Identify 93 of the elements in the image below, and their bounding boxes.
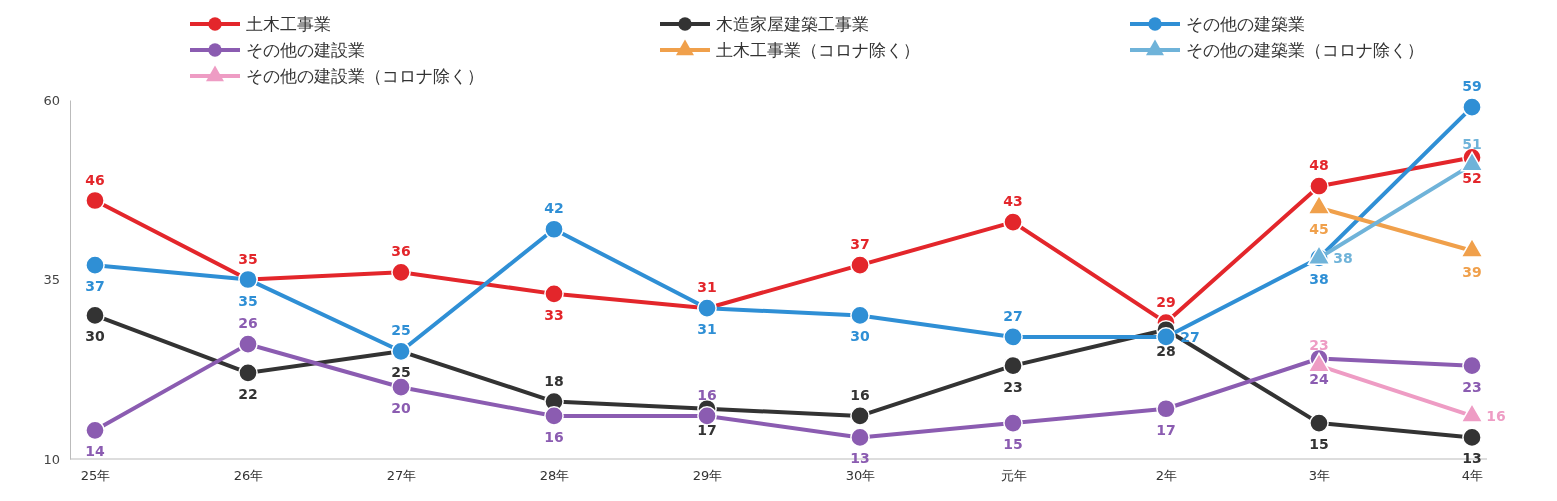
point — [1156, 327, 1176, 347]
point — [850, 427, 870, 448]
data-label: 23 — [1462, 378, 1482, 395]
legend-label: 土木工事業（コロナ除く） — [716, 40, 920, 60]
data-label: 16 — [544, 428, 564, 445]
point — [391, 262, 411, 283]
legend-label: その他の建築業（コロナ除く） — [1186, 40, 1424, 60]
data-label: 24 — [1309, 371, 1329, 388]
data-label: 29 — [1156, 293, 1176, 310]
point — [391, 377, 411, 398]
legend-label: 木造家屋建築工事業 — [716, 14, 869, 34]
data-label: 23 — [1309, 336, 1329, 353]
data-label: 52 — [1462, 170, 1482, 187]
data-label: 33 — [544, 306, 564, 323]
data-label: 23 — [1003, 378, 1023, 395]
data-label: 38 — [1333, 249, 1353, 266]
x-tick-label: 28年 — [539, 468, 570, 484]
legend-label: その他の建設業 — [246, 40, 365, 60]
point — [850, 305, 870, 326]
data-label: 16 — [1486, 407, 1506, 424]
point — [85, 190, 105, 211]
data-label: 16 — [697, 386, 717, 403]
data-label: 13 — [850, 450, 870, 467]
point — [238, 363, 258, 383]
data-label: 42 — [544, 200, 564, 217]
data-label: 14 — [85, 443, 105, 460]
x-tick-label: 3年 — [1308, 468, 1331, 484]
point — [697, 406, 717, 426]
point — [1003, 327, 1023, 347]
data-label: 16 — [850, 386, 870, 403]
data-label: 37 — [850, 236, 870, 253]
point — [1003, 413, 1023, 433]
x-tick-label: 25年 — [80, 468, 111, 484]
point — [544, 284, 564, 304]
legend-label: その他の建築業 — [1186, 14, 1305, 34]
data-label: 15 — [1003, 436, 1023, 453]
point — [1309, 176, 1329, 196]
x-tick-label: 2年 — [1155, 468, 1178, 484]
point — [1309, 413, 1329, 433]
data-label: 35 — [238, 292, 258, 309]
point — [544, 219, 564, 240]
y-tick-label: 35 — [43, 272, 60, 288]
x-tick-label: 27年 — [386, 468, 417, 484]
data-label: 13 — [1462, 450, 1482, 467]
data-label: 31 — [697, 321, 717, 338]
data-label: 28 — [1156, 342, 1176, 359]
data-label: 27 — [1003, 307, 1023, 324]
point — [1003, 212, 1023, 232]
data-label: 20 — [391, 400, 411, 417]
point — [1003, 355, 1023, 376]
data-label: 46 — [85, 171, 105, 188]
x-tick-label: 26年 — [233, 468, 264, 484]
data-label: 17 — [697, 421, 717, 438]
data-label: 17 — [1156, 421, 1176, 438]
data-label: 35 — [238, 250, 258, 267]
x-tick-label: 30年 — [845, 468, 876, 484]
data-label: 27 — [1180, 328, 1200, 345]
data-label: 45 — [1309, 220, 1329, 237]
point — [1156, 398, 1176, 419]
y-tick-label: 10 — [43, 451, 60, 467]
point — [85, 305, 105, 326]
point — [1462, 355, 1482, 376]
point — [238, 334, 258, 354]
x-tick-label: 29年 — [692, 468, 723, 484]
data-label: 30 — [850, 328, 870, 345]
data-label: 25 — [391, 364, 411, 381]
legend-label: その他の建設業（コロナ除く） — [246, 66, 484, 86]
data-label: 38 — [1309, 270, 1329, 287]
data-label: 31 — [697, 279, 717, 296]
data-label: 37 — [85, 278, 105, 295]
y-tick-label: 60 — [43, 92, 60, 108]
data-label: 18 — [544, 372, 564, 389]
data-label: 48 — [1309, 157, 1329, 174]
data-label: 59 — [1462, 78, 1482, 95]
point — [544, 406, 564, 426]
data-label: 26 — [238, 315, 258, 332]
data-label: 30 — [85, 328, 105, 345]
x-tick-label: 4年 — [1461, 468, 1484, 484]
data-label: 51 — [1462, 135, 1482, 152]
data-label: 39 — [1462, 263, 1482, 280]
legend-label: 土木工事業 — [246, 14, 331, 34]
point — [850, 255, 870, 275]
data-label: 25 — [391, 322, 411, 339]
data-label: 43 — [1003, 193, 1023, 210]
data-label: 36 — [391, 243, 411, 260]
data-label: 15 — [1309, 436, 1329, 453]
point — [850, 406, 870, 426]
point — [85, 255, 105, 275]
point — [1462, 97, 1482, 118]
x-tick-label: 元年 — [1000, 468, 1027, 484]
point — [85, 420, 105, 441]
data-label: 22 — [238, 385, 258, 402]
point — [1462, 427, 1482, 448]
